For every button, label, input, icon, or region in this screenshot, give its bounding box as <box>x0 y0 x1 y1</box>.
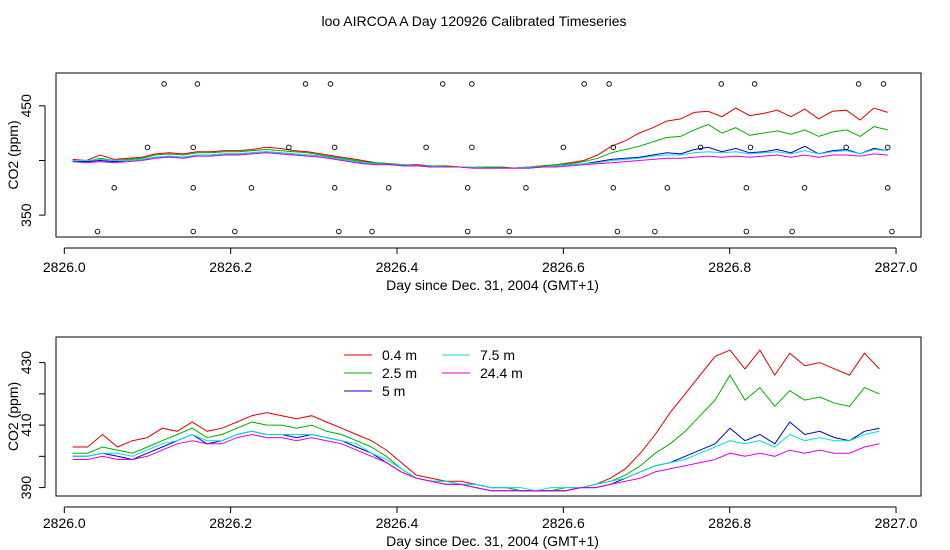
y-tick-label: 450 <box>18 94 34 118</box>
scatter-point <box>614 228 621 235</box>
legend: 0.4 m 2.5 m 5 m 7.5 m 24.4 m <box>344 347 523 399</box>
x-tick-label: 2826.6 <box>542 259 585 275</box>
legend-label: 7.5 m <box>480 347 515 363</box>
scatter-point <box>469 81 475 87</box>
series-line-24-4-m <box>72 152 888 169</box>
y-tick-label: 410 <box>18 413 34 437</box>
x-tick-label: 2826.2 <box>209 515 252 531</box>
x-axis-label: Day since Dec. 31, 2004 (GMT+1) <box>386 277 599 293</box>
y-axis-label: CO2 (ppm) <box>5 120 21 189</box>
scatter-point <box>464 185 471 191</box>
scatter-point <box>610 144 617 151</box>
series-line-2-5-m <box>72 374 880 492</box>
scatter-point <box>469 144 475 151</box>
x-tick-label: 2826.6 <box>542 515 585 531</box>
scatter-point <box>560 144 567 151</box>
scatter-point <box>506 228 513 235</box>
scatter-point <box>743 185 750 191</box>
series-line-5-m <box>72 145 888 169</box>
scatter-point <box>144 144 151 151</box>
y-tick-label: 350 <box>18 203 34 227</box>
x-tick-label: 2826.0 <box>43 259 86 275</box>
scatter-point <box>889 228 895 235</box>
top-panel-timeseries: 2826.0 2826.2 2826.4 2826.6 2826.8 2827.0 Day … <box>5 72 922 293</box>
scatter-point <box>385 185 392 191</box>
x-tick-label: 2826.4 <box>376 515 419 531</box>
scatter-point <box>581 81 587 87</box>
x-tick-label: 2826.8 <box>708 259 751 275</box>
scatter-point <box>331 185 338 191</box>
scatter-point <box>610 185 617 191</box>
x-tick-label: 2826.2 <box>209 259 252 275</box>
y-tick-label: 390 <box>18 476 34 500</box>
scatter-point <box>884 144 891 151</box>
legend-label: 24.4 m <box>480 365 523 381</box>
x-tick-label: 2826.4 <box>376 259 419 275</box>
y-axis-label: CO2 (ppm) <box>5 382 21 451</box>
plot-frame <box>55 336 922 497</box>
scatter-point <box>423 144 429 151</box>
scatter-point <box>190 144 196 151</box>
series-line-7-5-m <box>72 430 880 492</box>
x-axis-label: Day since Dec. 31, 2004 (GMT+1) <box>386 533 599 549</box>
scatter-point <box>248 185 255 191</box>
scatter-point <box>697 144 704 151</box>
scatter-point <box>94 228 101 235</box>
series-line-0-4-m <box>72 107 888 169</box>
x-tick-label: 2826.8 <box>708 515 751 531</box>
scatter-point <box>606 81 612 87</box>
scatter-point <box>880 81 887 87</box>
scatter-point <box>331 144 338 151</box>
x-tick-label: 2827.0 <box>875 259 918 275</box>
scatter-point <box>111 185 117 191</box>
scatter-point <box>843 144 849 151</box>
series-line-7-5-m <box>72 148 888 169</box>
scatter-point <box>747 144 754 151</box>
bottom-panel-timeseries: 2826.0 2826.2 2826.4 2826.6 2826.8 2827.0 Day … <box>5 336 922 549</box>
scatter-point <box>161 81 167 87</box>
scatter-point <box>523 185 529 191</box>
legend-label: 0.4 m <box>382 347 417 363</box>
scatter-point <box>286 144 292 151</box>
scatter-point <box>855 81 862 87</box>
scatter-point <box>232 228 238 235</box>
series-line-0-4-m <box>72 349 880 492</box>
scatter-point <box>194 81 201 87</box>
scatter-point <box>440 81 446 87</box>
plot-frame <box>55 72 922 238</box>
scatter-point <box>336 228 342 235</box>
figure-title: loo AIRCOA A Day 120926 Calibrated Times… <box>321 13 626 29</box>
scatter-point <box>327 81 334 87</box>
scatter-point <box>884 185 891 191</box>
scatter-point <box>190 228 196 235</box>
series-line-24-4-m <box>72 433 880 492</box>
scatter-point <box>652 228 658 235</box>
scatter-point <box>302 81 309 87</box>
x-tick-label: 2826.0 <box>43 515 86 531</box>
y-tick-label: 430 <box>18 351 34 375</box>
scatter-point <box>190 185 196 191</box>
scatter-point <box>464 228 471 235</box>
scatter-point <box>664 185 671 191</box>
scatter-point <box>801 185 808 191</box>
legend-label: 2.5 m <box>382 365 417 381</box>
scatter-point <box>743 228 750 235</box>
scatter-point <box>718 81 725 87</box>
scatter-point <box>369 228 375 235</box>
scatter-point <box>751 81 758 87</box>
series-line-2-5-m <box>72 123 888 169</box>
series-line-5-m <box>72 421 880 492</box>
x-tick-label: 2827.0 <box>875 515 918 531</box>
scatter-point <box>789 228 795 235</box>
legend-label: 5 m <box>382 383 405 399</box>
